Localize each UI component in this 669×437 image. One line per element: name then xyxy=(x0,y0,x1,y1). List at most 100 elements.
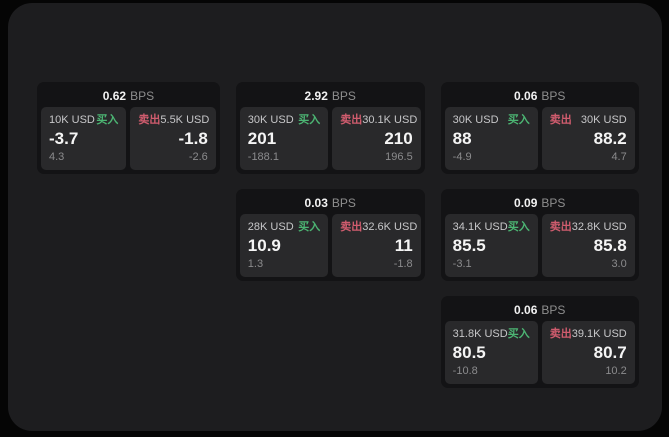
buy-change: -188.1 xyxy=(247,151,279,163)
buy-price: -3.7 xyxy=(49,129,79,148)
sell-change: -2.6 xyxy=(188,151,208,163)
quote-card-6: 0.06 BPS 31.8K USD 买入 80.5 -10.8 卖出 39.1… xyxy=(440,296,639,388)
sell-price: 85.8 xyxy=(593,236,627,255)
bps-header: 2.92 BPS xyxy=(240,86,421,107)
buy-tag: 买入 xyxy=(298,221,321,233)
sell-tag: 卖出 xyxy=(549,328,572,340)
quote-panels: 30K USD 买入 88 -4.9 卖出 30K USD 88.2 4.7 xyxy=(444,107,635,170)
buy-amount: 28K USD xyxy=(247,221,294,233)
sell-panel[interactable]: 卖出 5.5K USD -1.8 -2.6 xyxy=(130,107,216,170)
sell-tag: 卖出 xyxy=(340,221,363,233)
buy-change: -4.9 xyxy=(452,151,472,163)
bps-header: 0.03 BPS xyxy=(240,193,421,214)
sell-amount: 39.1K USD xyxy=(571,328,627,340)
sell-price: 210 xyxy=(384,129,413,148)
buy-panel[interactable]: 34.1K USD 买入 85.5 -3.1 xyxy=(444,214,538,277)
sell-price: 88.2 xyxy=(593,129,627,148)
bps-header: 0.06 BPS xyxy=(445,300,635,321)
buy-tag: 买入 xyxy=(507,328,530,340)
buy-tag: 买入 xyxy=(96,114,119,126)
buy-amount: 34.1K USD xyxy=(452,221,508,233)
sell-tag: 卖出 xyxy=(138,114,161,126)
sell-panel-top: 卖出 30.1K USD xyxy=(340,114,417,127)
buy-amount: 30K USD xyxy=(452,114,499,126)
bps-value: 2.92 xyxy=(304,89,328,103)
quote-card-4: 0.03 BPS 28K USD 买入 10.9 1.3 卖出 32.6K US… xyxy=(235,189,425,281)
bps-value: 0.06 xyxy=(514,89,538,103)
buy-panel-top: 30K USD 买入 xyxy=(248,114,320,127)
quote-card-1: 0.62 BPS 10K USD 买入 -3.7 4.3 卖出 5.5K USD xyxy=(37,82,220,174)
quote-card-3: 0.06 BPS 30K USD 买入 88 -4.9 卖出 30K USD xyxy=(440,82,639,174)
buy-panel-top: 28K USD 买入 xyxy=(248,221,320,234)
sell-tag: 卖出 xyxy=(549,221,572,233)
sell-price: -1.8 xyxy=(178,129,208,148)
buy-tag: 买入 xyxy=(298,114,321,126)
sell-amount: 5.5K USD xyxy=(160,114,210,126)
sell-amount: 32.6K USD xyxy=(362,221,418,233)
bps-unit: BPS xyxy=(541,89,566,103)
bps-value: 0.03 xyxy=(304,196,328,210)
buy-panel-top: 31.8K USD 买入 xyxy=(453,328,530,341)
buy-price: 10.9 xyxy=(247,236,281,255)
sell-change: 196.5 xyxy=(385,151,413,163)
sell-tag: 卖出 xyxy=(340,114,363,126)
sell-price: 80.7 xyxy=(593,343,627,362)
buy-amount: 31.8K USD xyxy=(452,328,508,340)
buy-amount: 30K USD xyxy=(247,114,294,126)
sell-change: 4.7 xyxy=(611,151,627,163)
quote-panels: 30K USD 买入 201 -188.1 卖出 30.1K USD 210 1… xyxy=(239,107,421,170)
sell-panel-top: 卖出 30K USD xyxy=(550,114,627,127)
quote-card-5: 0.09 BPS 34.1K USD 买入 85.5 -3.1 卖出 32.8K… xyxy=(440,189,639,281)
quote-panels: 28K USD 买入 10.9 1.3 卖出 32.6K USD 11 -1.8 xyxy=(239,214,421,277)
quote-panels: 10K USD 买入 -3.7 4.3 卖出 5.5K USD -1.8 -2.… xyxy=(41,107,216,170)
sell-amount: 32.8K USD xyxy=(571,221,627,233)
buy-panel[interactable]: 31.8K USD 买入 80.5 -10.8 xyxy=(444,321,538,384)
quote-grid: 0.62 BPS 10K USD 买入 -3.7 4.3 卖出 5.5K USD xyxy=(37,82,639,388)
buy-price: 88 xyxy=(452,129,472,148)
sell-panel-top: 卖出 32.6K USD xyxy=(340,221,417,234)
buy-change: -3.1 xyxy=(452,258,472,270)
sell-panel[interactable]: 卖出 39.1K USD 80.7 10.2 xyxy=(541,321,635,384)
bps-unit: BPS xyxy=(130,89,155,103)
sell-panel[interactable]: 卖出 32.6K USD 11 -1.8 xyxy=(332,214,421,277)
sell-panel[interactable]: 卖出 30.1K USD 210 196.5 xyxy=(332,107,421,170)
bps-header: 0.06 BPS xyxy=(445,86,635,107)
bps-value: 0.09 xyxy=(514,196,538,210)
sell-amount: 30K USD xyxy=(580,114,627,126)
sell-panel[interactable]: 卖出 30K USD 88.2 4.7 xyxy=(541,107,635,170)
buy-panel-top: 34.1K USD 买入 xyxy=(453,221,530,234)
quote-panels: 31.8K USD 买入 80.5 -10.8 卖出 39.1K USD 80.… xyxy=(444,321,635,384)
bps-value: 0.06 xyxy=(514,303,538,317)
buy-amount: 10K USD xyxy=(49,114,95,126)
buy-change: 1.3 xyxy=(247,258,264,270)
buy-price: 201 xyxy=(247,129,277,148)
sell-panel[interactable]: 卖出 32.8K USD 85.8 3.0 xyxy=(541,214,635,277)
sell-panel-top: 卖出 5.5K USD xyxy=(138,114,210,127)
buy-panel[interactable]: 10K USD 买入 -3.7 4.3 xyxy=(41,107,127,170)
bps-header: 0.62 BPS xyxy=(41,86,216,107)
app-surface: 0.62 BPS 10K USD 买入 -3.7 4.3 卖出 5.5K USD xyxy=(8,3,662,431)
buy-price: 85.5 xyxy=(452,236,486,255)
buy-price: 80.5 xyxy=(452,343,486,362)
sell-tag: 卖出 xyxy=(549,114,572,126)
buy-tag: 买入 xyxy=(507,114,530,126)
quote-card-2: 2.92 BPS 30K USD 买入 201 -188.1 卖出 30.1K … xyxy=(235,82,425,174)
buy-panel-top: 30K USD 买入 xyxy=(453,114,530,127)
sell-change: 10.2 xyxy=(605,365,627,377)
bps-unit: BPS xyxy=(541,196,566,210)
buy-change: 4.3 xyxy=(49,151,65,163)
sell-amount: 30.1K USD xyxy=(362,114,418,126)
bps-unit: BPS xyxy=(331,89,356,103)
buy-panel-top: 10K USD 买入 xyxy=(49,114,118,127)
quote-panels: 34.1K USD 买入 85.5 -3.1 卖出 32.8K USD 85.8… xyxy=(444,214,635,277)
bps-header: 0.09 BPS xyxy=(445,193,635,214)
sell-change: -1.8 xyxy=(393,258,413,270)
buy-panel[interactable]: 30K USD 买入 88 -4.9 xyxy=(444,107,538,170)
sell-price: 11 xyxy=(394,236,413,255)
sell-change: 3.0 xyxy=(611,258,627,270)
buy-panel[interactable]: 30K USD 买入 201 -188.1 xyxy=(239,107,329,170)
buy-panel[interactable]: 28K USD 买入 10.9 1.3 xyxy=(239,214,329,277)
buy-change: -10.8 xyxy=(452,365,478,377)
sell-panel-top: 卖出 32.8K USD xyxy=(550,221,627,234)
sell-panel-top: 卖出 39.1K USD xyxy=(550,328,627,341)
